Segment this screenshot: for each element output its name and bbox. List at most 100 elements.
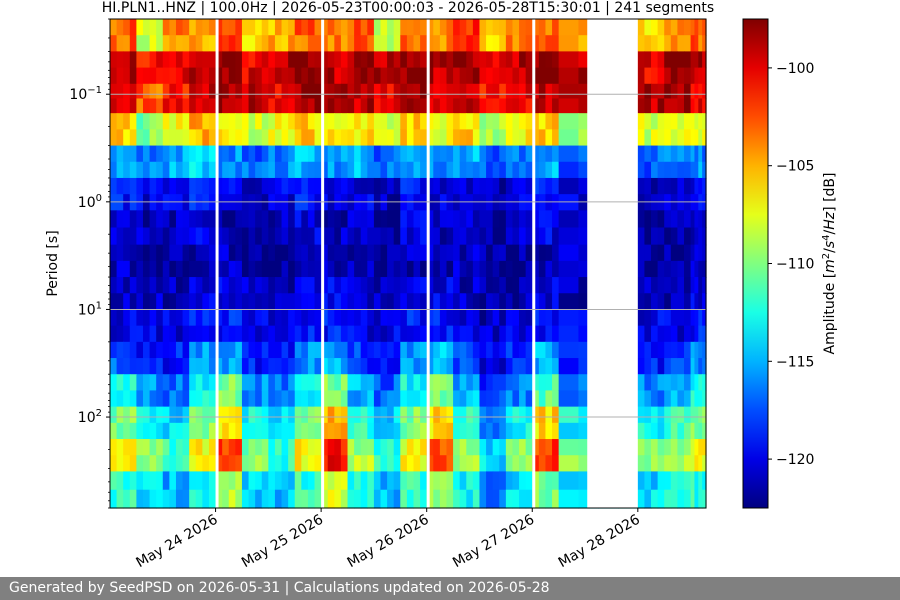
heatmap-cell: [558, 260, 580, 278]
heatmap-cell: [702, 260, 707, 278]
heatmap-cell: [702, 35, 707, 52]
heatmap-cell: [175, 145, 184, 163]
heatmap-cell: [380, 227, 388, 246]
heatmap-cell: [123, 210, 131, 229]
heatmap-cell: [202, 277, 210, 294]
heatmap-cell: [525, 19, 533, 36]
heatmap-cell: [545, 98, 553, 114]
heatmap-cell: [393, 145, 401, 163]
heatmap-cell: [228, 293, 236, 311]
heatmap-cell: [235, 19, 243, 36]
heatmap-cell: [545, 455, 553, 473]
heatmap-cell: [215, 260, 223, 278]
heatmap-cell: [413, 309, 421, 327]
heatmap-cell: [694, 19, 699, 36]
heatmap-cell: [413, 471, 421, 491]
heatmap-cell: [334, 129, 342, 147]
heatmap-cell: [690, 194, 696, 211]
heatmap-cell: [479, 422, 487, 440]
heatmap-cell: [479, 51, 487, 69]
heatmap-cell: [657, 374, 665, 392]
heatmap-cell: [393, 129, 401, 147]
heatmap-cell: [459, 293, 467, 311]
heatmap-cell: [545, 51, 553, 69]
heatmap-cell: [241, 455, 250, 473]
heatmap-cell: [413, 177, 421, 195]
heatmap-cell: [413, 374, 421, 392]
heatmap-cell: [241, 145, 250, 163]
heatmap-cell: [136, 439, 144, 456]
heatmap-cell: [228, 244, 236, 262]
heatmap-cell: [492, 489, 500, 509]
heatmap-cell: [129, 406, 137, 424]
heatmap-cell: [694, 455, 699, 473]
heatmap-cell: [664, 489, 672, 509]
heatmap-cell: [433, 309, 441, 327]
heatmap-cell: [182, 260, 190, 278]
heatmap-cell: [149, 145, 157, 163]
heatmap-cell: [208, 439, 217, 456]
heatmap-cell: [505, 244, 514, 262]
heatmap-cell: [222, 471, 230, 491]
heatmap-cell: [195, 145, 203, 163]
heatmap-cell: [208, 390, 217, 408]
heatmap-cell: [162, 260, 170, 278]
heatmap-cell: [373, 406, 382, 424]
heatmap-cell: [651, 489, 659, 509]
heatmap-cell: [538, 210, 547, 229]
heatmap-cell: [156, 227, 164, 246]
heatmap-cell: [637, 374, 646, 392]
heatmap-cell: [651, 439, 659, 456]
heatmap-cell: [215, 489, 223, 509]
heatmap-cell: [644, 177, 652, 195]
heatmap-cell: [486, 194, 494, 211]
heatmap-cell: [222, 145, 230, 163]
heatmap-cell: [360, 455, 368, 473]
heatmap-cell: [354, 194, 362, 211]
heatmap-cell: [512, 244, 520, 262]
heatmap-cell: [439, 129, 448, 147]
heatmap-cell: [175, 210, 184, 229]
heatmap-cell: [241, 51, 250, 69]
heatmap-cell: [453, 177, 461, 195]
heatmap-cell: [499, 422, 507, 440]
heatmap-cell: [255, 293, 263, 311]
heatmap-cell: [446, 145, 454, 163]
heatmap-cell: [156, 260, 164, 278]
heatmap-cell: [189, 406, 197, 424]
heatmap-cell: [136, 489, 144, 509]
heatmap-cell: [664, 309, 672, 327]
heatmap-cell: [162, 489, 170, 509]
heatmap-cell: [294, 260, 302, 278]
heatmap-cell: [420, 244, 428, 262]
heatmap-cell: [367, 145, 375, 163]
heatmap-cell: [670, 489, 679, 509]
heatmap-cell: [651, 358, 659, 375]
heatmap-cell: [690, 406, 696, 424]
heatmap-cell: [182, 113, 190, 130]
heatmap-cell: [387, 98, 395, 114]
heatmap-cell: [274, 129, 283, 147]
heatmap-cell: [123, 471, 131, 491]
heatmap-cell: [512, 51, 520, 69]
heatmap-cell: [525, 325, 533, 343]
heatmap-cell: [479, 129, 487, 147]
heatmap-cell: [116, 210, 124, 229]
heatmap-cell: [472, 83, 481, 100]
heatmap-cell: [453, 83, 461, 100]
heatmap-cell: [387, 210, 395, 229]
heatmap-cell: [637, 51, 646, 69]
heatmap-cell: [156, 194, 164, 211]
heatmap-cell: [387, 374, 395, 392]
heatmap-cell: [195, 374, 203, 392]
heatmap-cell: [380, 406, 388, 424]
heatmap-cell: [274, 374, 283, 392]
heatmap-cell: [142, 341, 151, 359]
heatmap-cell: [380, 161, 388, 179]
heatmap-cell: [248, 83, 256, 100]
heatmap-cell: [228, 194, 236, 211]
heatmap-cell: [162, 422, 170, 440]
heatmap-cell: [123, 98, 131, 114]
heatmap-cell: [241, 309, 250, 327]
heatmap-cell: [222, 325, 230, 343]
